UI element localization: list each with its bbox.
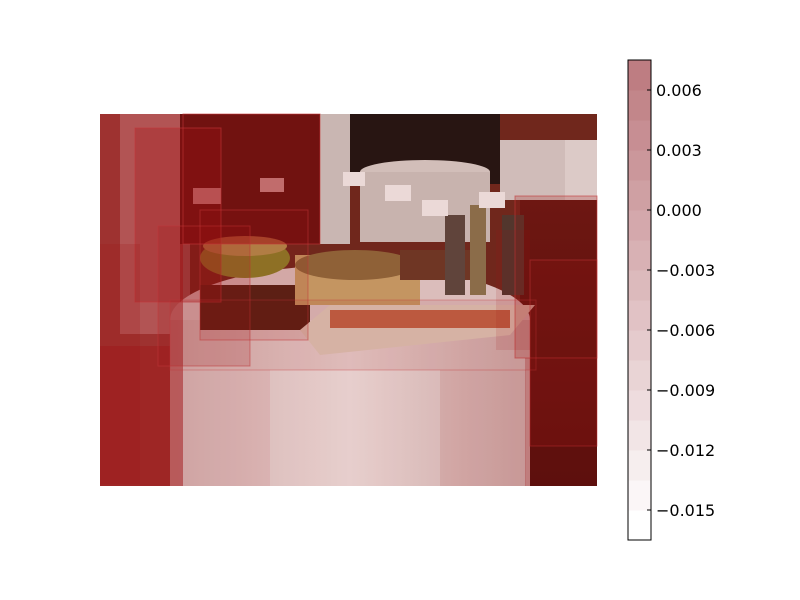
overlay-region <box>100 114 183 486</box>
colorbar-band <box>628 210 651 241</box>
overlay-region <box>100 114 597 486</box>
colorbar-band <box>628 60 651 91</box>
colorbar-tick-label: 0.006 <box>656 81 702 100</box>
relevance-overlay <box>100 113 598 486</box>
cake-top <box>295 250 415 280</box>
colorbar-band <box>628 390 651 421</box>
colorbar-band <box>628 120 651 151</box>
colorbar-band <box>628 270 651 301</box>
candy-jar-3 <box>502 215 524 295</box>
overlay-region <box>169 299 537 371</box>
overlay-region <box>157 225 251 367</box>
colorbar-frame <box>627 59 652 541</box>
colorbar-tick-label: −0.009 <box>656 381 715 400</box>
colorbar-band <box>628 90 651 121</box>
colorbar-tick-label: −0.015 <box>656 501 715 520</box>
colorbar: 0.006 0.003 0.000 −0.003 −0.006 −0.009 −0.012 −… <box>627 59 715 541</box>
colorbar-tick-label: 0.000 <box>656 201 702 220</box>
overlay-region <box>100 244 140 484</box>
overlay-region <box>496 230 530 350</box>
candy-jar <box>445 215 465 295</box>
colorbar-ticks: 0.006 0.003 0.000 −0.003 −0.006 −0.009 −0.012 −… <box>647 81 715 520</box>
overlay-region <box>170 370 270 486</box>
overlay-region <box>525 358 597 486</box>
colorbar-band <box>628 330 651 361</box>
colorbar-band <box>628 510 651 541</box>
overlay-region <box>100 346 170 486</box>
place-card <box>385 185 411 201</box>
overlay-region <box>440 370 526 486</box>
colorbar-bands <box>628 60 651 541</box>
colorbar-band <box>628 150 651 181</box>
overlay-region <box>134 127 222 303</box>
overlay-region <box>514 195 598 359</box>
overlay-region <box>199 209 309 341</box>
colorbar-band <box>628 420 651 451</box>
colorbar-band <box>628 480 651 511</box>
colorbar-band <box>628 360 651 391</box>
colorbar-band <box>628 240 651 271</box>
right-floor <box>520 200 597 486</box>
colorbar-tick-label: 0.003 <box>656 141 702 160</box>
fruit-row <box>330 310 510 328</box>
colorbar-band <box>628 180 651 211</box>
overlay-region <box>529 259 598 447</box>
colorbar-tick-label: −0.006 <box>656 321 715 340</box>
gift-box <box>500 140 570 200</box>
place-card <box>422 200 448 216</box>
place-card <box>343 172 365 186</box>
colorbar-band <box>628 450 651 481</box>
overlay-region <box>183 114 320 244</box>
colorbar-tick-label: −0.012 <box>656 441 715 460</box>
overlay-region <box>182 113 321 245</box>
brownie-tray <box>200 285 310 330</box>
candy-jar-2 <box>470 205 486 295</box>
colorbar-band <box>628 300 651 331</box>
colorbar-tick-label: −0.003 <box>656 261 715 280</box>
place-card <box>479 192 505 208</box>
gift-box-2 <box>565 140 597 200</box>
